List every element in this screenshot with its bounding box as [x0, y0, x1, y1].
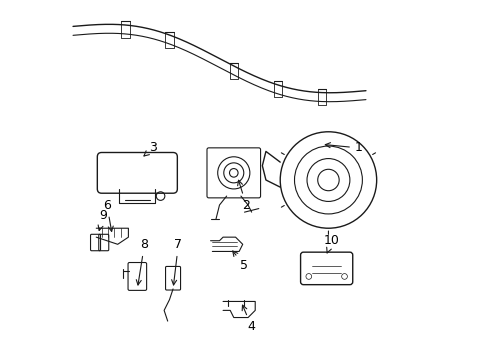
Text: 6: 6: [103, 199, 113, 231]
Text: 1: 1: [325, 141, 362, 154]
Text: 9: 9: [98, 209, 107, 230]
Text: 8: 8: [136, 238, 148, 285]
Text: 5: 5: [232, 251, 248, 272]
Text: 10: 10: [324, 234, 339, 253]
Text: 3: 3: [143, 141, 157, 156]
Text: 7: 7: [171, 238, 182, 285]
Text: 4: 4: [242, 305, 255, 333]
Text: 2: 2: [237, 180, 250, 212]
